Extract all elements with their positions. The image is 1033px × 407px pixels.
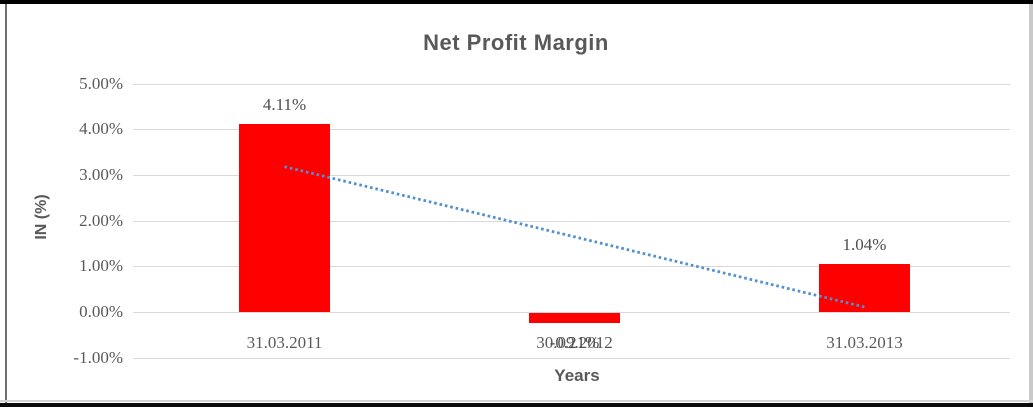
y-tick-label: 4.00% xyxy=(79,119,123,139)
bar xyxy=(819,264,910,312)
y-tick-label: -1.00% xyxy=(73,347,123,367)
y-tick-label: 5.00% xyxy=(79,73,123,93)
gridline xyxy=(133,83,1010,85)
category-label: 30.09.2012 xyxy=(536,333,613,352)
y-tick-label: 1.00% xyxy=(79,256,123,276)
y-tick-label: 3.00% xyxy=(79,164,123,184)
frame-left-border xyxy=(5,4,7,403)
data-label: -0.21% xyxy=(549,333,600,352)
category-label: 31.03.2013 xyxy=(826,333,903,352)
data-label: 1.04% xyxy=(842,235,887,255)
category-label: 31.03.2011 xyxy=(246,333,323,352)
gridline xyxy=(133,129,1010,131)
frame-bottom-gridline xyxy=(0,400,1033,402)
y-tick-label: 0.00% xyxy=(79,302,123,321)
frame-right-border xyxy=(1029,4,1033,407)
frame-bottom-border xyxy=(0,403,1033,407)
x-axis-title: Years xyxy=(554,366,600,385)
bar xyxy=(529,313,620,323)
gridline xyxy=(133,357,1010,359)
bar xyxy=(239,124,330,312)
chart-title: Net Profit Margin xyxy=(423,30,609,55)
trendline xyxy=(284,165,865,309)
y-tick-label: 2.00% xyxy=(79,210,123,230)
gridline xyxy=(133,312,1010,313)
data-label: 4.11% xyxy=(262,95,307,115)
